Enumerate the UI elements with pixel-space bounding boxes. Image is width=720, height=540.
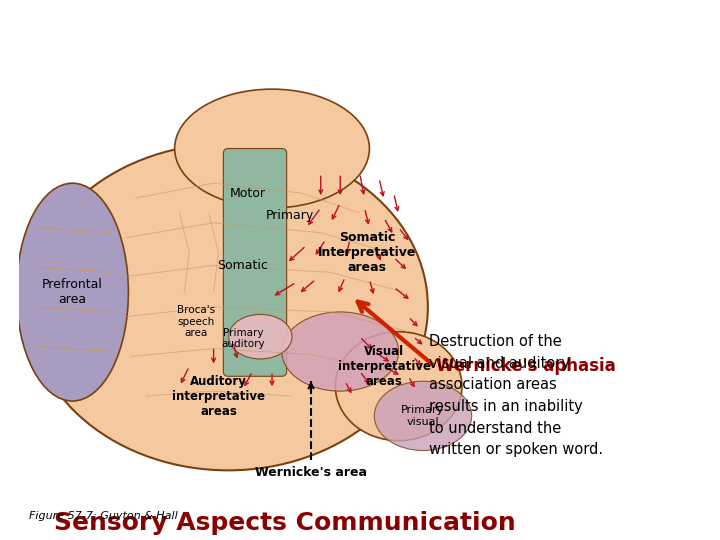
Text: Sensory Aspects Communication: Sensory Aspects Communication xyxy=(55,511,516,535)
Ellipse shape xyxy=(17,183,128,401)
FancyBboxPatch shape xyxy=(223,148,287,376)
Text: Primary: Primary xyxy=(266,210,314,222)
Ellipse shape xyxy=(374,381,472,450)
Text: Motor: Motor xyxy=(230,187,266,200)
Text: Wernicke's aphasia: Wernicke's aphasia xyxy=(436,357,616,375)
Text: Destruction of the
visual and auditory
association areas
results in an inability: Destruction of the visual and auditory a… xyxy=(429,334,603,457)
Text: Primary
auditory: Primary auditory xyxy=(221,328,265,349)
Text: Auditory
interpretative
areas: Auditory interpretative areas xyxy=(172,375,265,417)
Text: Somatic
Interpretative
areas: Somatic Interpretative areas xyxy=(318,231,417,274)
Ellipse shape xyxy=(229,314,292,359)
Text: Visual
interpretative
areas: Visual interpretative areas xyxy=(338,345,431,388)
Text: Wernicke's area: Wernicke's area xyxy=(255,466,367,479)
Ellipse shape xyxy=(282,312,399,391)
Text: Somatic: Somatic xyxy=(217,259,269,272)
Ellipse shape xyxy=(336,332,462,441)
Text: Broca's
speech
area: Broca's speech area xyxy=(177,305,215,339)
Ellipse shape xyxy=(29,144,428,470)
Text: Figure 57-7; Guyton & Hall: Figure 57-7; Guyton & Hall xyxy=(30,511,178,521)
Text: Primary
visual: Primary visual xyxy=(401,405,445,427)
Ellipse shape xyxy=(175,89,369,208)
Text: Prefrontal
area: Prefrontal area xyxy=(42,278,103,306)
